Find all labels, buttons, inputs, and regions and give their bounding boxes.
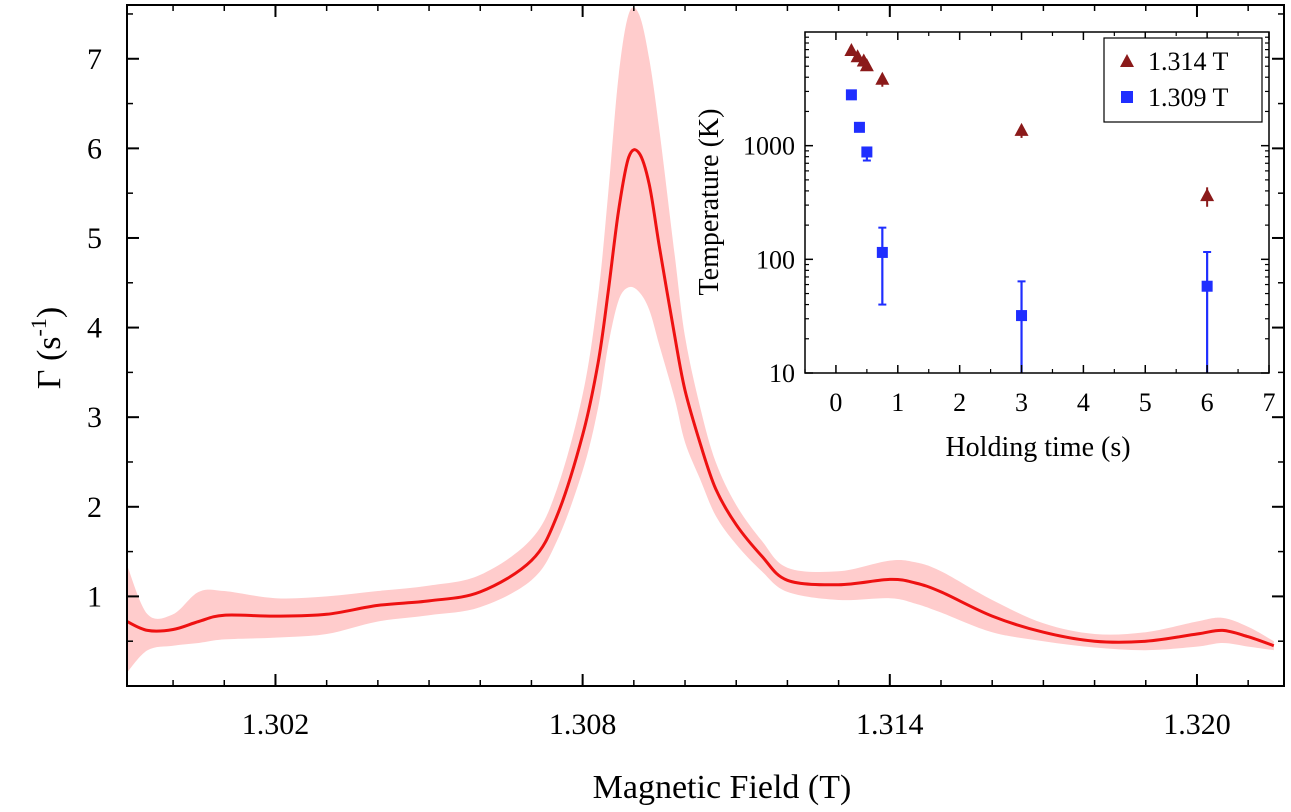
inset-y-tick-label: 100 — [756, 245, 795, 274]
main-y-axis-label-main: Γ (s — [31, 336, 68, 389]
main-x-tick-label: 1.308 — [549, 708, 617, 741]
main-x-axis-label: Magnetic Field (T) — [593, 769, 852, 806]
inset-x-tick-label: 7 — [1263, 388, 1276, 417]
main-plot-frame — [126, 4, 1285, 687]
inset-x-ticks: 0 1 2 3 4 5 6 7 — [804, 32, 1276, 417]
inset-x-tick-label: 1 — [891, 388, 904, 417]
main-y-tick-label: 1 — [87, 580, 102, 613]
gamma-line — [127, 148, 1275, 648]
inset-y-tick-label: 10 — [769, 359, 795, 388]
inset-plot-frame — [804, 31, 1270, 374]
inset-x-tick-label: 0 — [829, 388, 842, 417]
inset-x-tick-label: 4 — [1077, 388, 1090, 417]
inset-x-tick-label: 6 — [1201, 388, 1214, 417]
main-x-ticks: 1.302 1.308 1.314 1.320 — [172, 5, 1249, 741]
main-y-axis-label: Γ (s-1) — [26, 307, 68, 389]
triangle-point — [1014, 122, 1029, 136]
inset-plot: 0 1 2 3 4 5 6 7 10 100 1000 Holding time (s) Temp… — [694, 31, 1276, 463]
square-point — [1201, 280, 1213, 292]
main-y-tick-label: 5 — [87, 222, 102, 255]
main-y-tick-label: 4 — [87, 312, 102, 345]
inset-x-tick-label: 5 — [1139, 388, 1152, 417]
square-point — [853, 121, 865, 133]
inset-y-axis-label: Temperature (K) — [694, 109, 725, 296]
inset-x-tick-label: 2 — [953, 388, 966, 417]
triangle-point — [859, 58, 874, 72]
legend-marker-square — [1121, 91, 1133, 103]
main-y-axis-label-close: ) — [31, 307, 68, 318]
main-y-ticks: 1 2 3 4 5 6 7 — [87, 13, 1284, 642]
main-y-tick-label: 7 — [87, 43, 102, 76]
main-y-tick-label: 2 — [87, 491, 102, 524]
triangle-point — [875, 71, 890, 85]
legend-label-1309: 1.309 T — [1148, 83, 1229, 112]
main-y-axis-label-sup: -1 — [26, 318, 51, 336]
main-y-tick-label: 6 — [87, 132, 102, 165]
inset-y-ticks: 10 100 1000 — [743, 36, 1269, 388]
square-point — [1016, 310, 1028, 322]
main-x-tick-label: 1.302 — [242, 708, 310, 741]
main-x-tick-label: 1.314 — [856, 708, 924, 741]
square-point — [876, 246, 888, 258]
triangle-point — [1200, 188, 1215, 202]
inset-points — [844, 43, 1215, 373]
square-point — [845, 89, 857, 101]
inset-y-tick-label: 1000 — [743, 132, 795, 161]
inset-x-axis-label: Holding time (s) — [945, 432, 1130, 463]
square-point — [861, 146, 873, 158]
inset-legend: 1.314 T 1.309 T — [1103, 37, 1263, 123]
main-y-tick-label: 3 — [87, 401, 102, 434]
inset-x-tick-label: 3 — [1015, 388, 1028, 417]
confidence-band — [127, 7, 1274, 673]
main-x-tick-label: 1.320 — [1163, 708, 1231, 741]
legend-marker-triangle — [1120, 54, 1134, 67]
legend-box — [1103, 37, 1263, 123]
legend-label-1314: 1.314 T — [1148, 47, 1229, 76]
main-plot: 1.302 1.308 1.314 1.320 1 2 3 4 5 6 7 Magnetic Fi… — [26, 4, 1285, 806]
triangle-point — [844, 43, 859, 57]
